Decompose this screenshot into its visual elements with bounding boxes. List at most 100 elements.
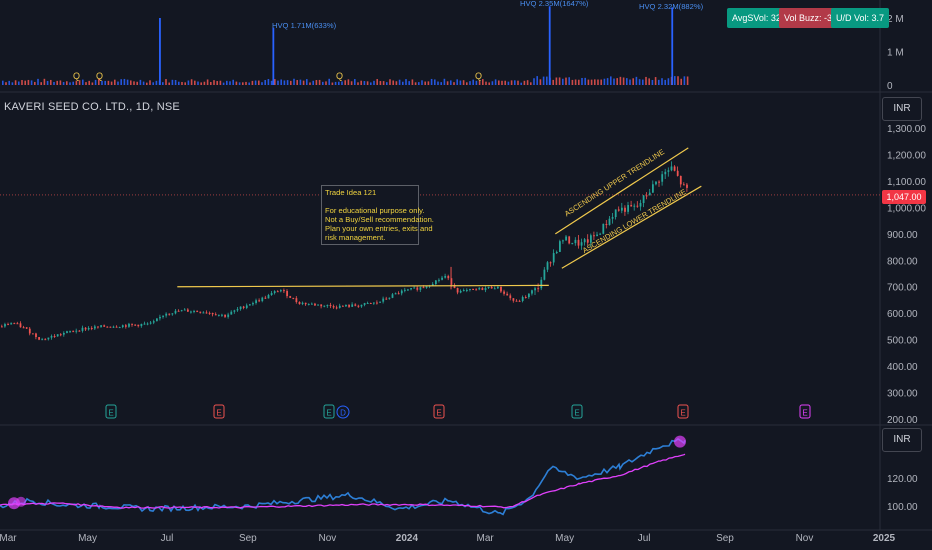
volume-bar <box>683 76 686 85</box>
currency-button-main[interactable]: INR <box>882 97 922 121</box>
candle-body <box>177 310 180 312</box>
volume-bar <box>411 79 414 85</box>
candle-body <box>267 295 270 299</box>
earnings-marker-icon <box>213 404 225 419</box>
volume-bar <box>395 81 398 85</box>
candle-body <box>301 302 304 305</box>
candle-body <box>559 241 561 252</box>
candle-body <box>16 323 19 325</box>
candle-body <box>320 304 323 307</box>
candle-body <box>348 304 350 307</box>
volume-bar <box>155 80 158 85</box>
candle-body <box>431 284 434 286</box>
candle-body <box>645 195 648 197</box>
volume-spike-bar <box>272 27 275 85</box>
currency-button-indicator[interactable]: INR <box>882 428 922 452</box>
candle-body <box>94 326 96 329</box>
volume-bar <box>261 82 263 85</box>
candle-body <box>41 339 44 341</box>
candle-body <box>627 205 629 212</box>
volume-bar <box>2 80 4 85</box>
volume-bar <box>587 79 590 85</box>
candle-body <box>25 327 28 329</box>
earnings-marker-icon <box>799 404 811 419</box>
volume-bar <box>235 81 238 85</box>
candle-body <box>382 298 385 302</box>
volume-bar <box>213 80 215 85</box>
rs-highlight-dot <box>674 435 686 448</box>
candle-body <box>509 295 512 299</box>
volume-bar <box>283 80 286 85</box>
candle-body <box>224 314 226 317</box>
volume-bar <box>187 80 190 85</box>
candle-body <box>534 288 536 291</box>
volume-bar <box>408 81 410 85</box>
candle-body <box>503 291 505 294</box>
volume-bar <box>530 82 532 85</box>
candle-body <box>670 166 673 171</box>
volume-bar <box>613 78 615 85</box>
price-tick-label: 1,200.00 <box>887 150 926 161</box>
volume-bar <box>133 81 135 85</box>
candle-body <box>639 203 642 207</box>
volume-bar <box>264 79 266 85</box>
volume-bar <box>101 80 103 85</box>
candle-body <box>369 302 372 304</box>
candle-body <box>137 324 140 327</box>
candle-body <box>1 326 3 328</box>
volume-bar <box>533 78 535 85</box>
price-tick-label: 700.00 <box>887 283 918 294</box>
candle-body <box>187 309 189 312</box>
candle-body <box>373 302 375 304</box>
volume-bar <box>466 82 468 85</box>
volume-bar <box>245 81 247 85</box>
volume-bar <box>165 79 167 85</box>
earnings-marker-label: D <box>340 409 346 418</box>
candle-body <box>283 290 285 292</box>
earnings-marker-label: E <box>574 409 579 418</box>
price-tick-label: 900.00 <box>887 230 918 241</box>
candle-body <box>72 331 75 333</box>
time-tick-label: May <box>78 533 97 544</box>
volume-bar <box>69 82 71 85</box>
candle-body <box>233 310 236 312</box>
candle-body <box>38 337 40 340</box>
volume-bar <box>565 77 567 85</box>
candle-body <box>19 323 22 328</box>
volume-bar <box>344 80 346 85</box>
candle-body <box>131 323 133 325</box>
candle-body <box>590 235 592 243</box>
earnings-marker-label: E <box>680 409 685 418</box>
candle-body <box>633 205 636 207</box>
candle-body <box>407 289 409 291</box>
candle-body <box>593 235 595 237</box>
time-tick-label: Nov <box>796 533 814 544</box>
volume-bar <box>200 82 202 85</box>
candle-body <box>78 330 81 332</box>
candle-body <box>400 290 403 294</box>
candle-body <box>59 334 62 336</box>
volume-bar <box>267 79 270 85</box>
volume-bar <box>597 79 599 85</box>
volume-bar <box>459 80 462 85</box>
candle-body <box>338 305 341 308</box>
candle-body <box>63 332 65 335</box>
candle-body <box>289 296 292 298</box>
candle-body <box>227 314 230 317</box>
volume-bar <box>658 79 660 85</box>
volume-bar <box>677 76 679 85</box>
candle-body <box>481 287 484 291</box>
volume-bar <box>203 81 206 85</box>
volume-bar <box>440 82 442 85</box>
candle-body <box>286 290 288 297</box>
volume-bar <box>574 79 577 85</box>
candle-body <box>4 324 6 327</box>
volume-bar <box>34 81 36 85</box>
hvq-annotation: HVQ 2.35M(1647%) <box>520 0 589 8</box>
candle-body <box>211 312 214 315</box>
volume-bar <box>430 78 433 85</box>
candle-body <box>546 262 549 270</box>
trade-idea-note[interactable]: Trade Idea 121 For educational purpose o… <box>321 185 434 245</box>
candle-body <box>87 327 90 330</box>
volume-bar <box>635 76 638 85</box>
